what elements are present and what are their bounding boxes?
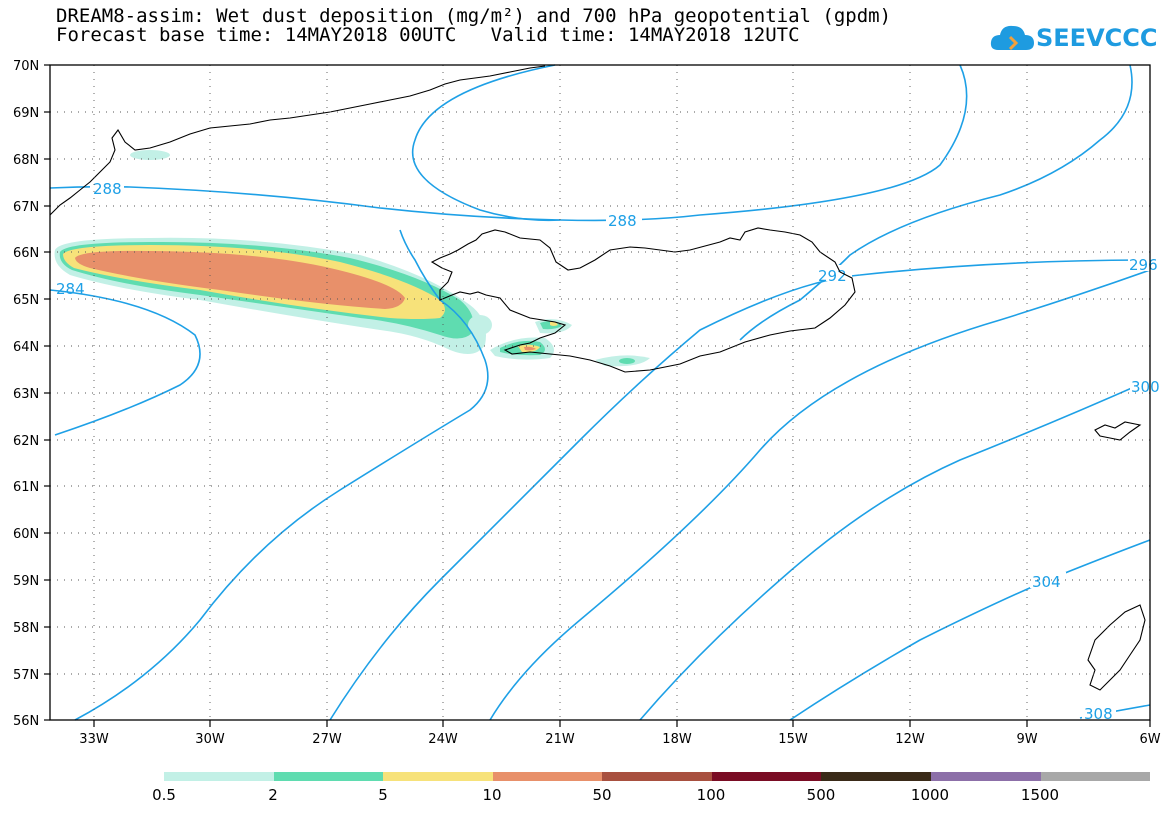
map-title: DREAM8-assim: Wet dust deposition (mg/m²… bbox=[56, 5, 892, 27]
lat-label: 69N bbox=[13, 106, 39, 121]
lat-label: 60N bbox=[13, 527, 39, 542]
contour-label: 304 bbox=[1032, 573, 1061, 591]
contour-label: 300 bbox=[1131, 378, 1160, 396]
legend-label: 500 bbox=[806, 786, 836, 804]
lat-label: 56N bbox=[13, 714, 39, 729]
legend-swatch bbox=[711, 772, 822, 781]
lon-label: 24W bbox=[428, 732, 458, 747]
lon-label: 15W bbox=[778, 732, 808, 747]
lon-label: 21W bbox=[545, 732, 575, 747]
lat-label: 65N bbox=[13, 293, 39, 308]
latitude-labels: 70N 69N 68N 67N 66N 65N 64N 63N 62N 61N … bbox=[13, 59, 39, 729]
scotland-coast bbox=[1087, 604, 1146, 691]
legend-swatch bbox=[273, 772, 384, 781]
contour-labels: 288 288 292 296 300 304 308 284 bbox=[56, 180, 1160, 723]
lat-label: 58N bbox=[13, 621, 39, 636]
lat-label: 59N bbox=[13, 574, 39, 589]
map-subtitle: Forecast base time: 14MAY2018 00UTC Vali… bbox=[56, 24, 800, 46]
lat-label: 62N bbox=[13, 434, 39, 449]
legend-swatch bbox=[383, 772, 493, 781]
faroe-coast bbox=[1094, 421, 1142, 441]
lat-label: 70N bbox=[13, 59, 39, 74]
legend-label: 5 bbox=[378, 786, 388, 804]
lon-label: 18W bbox=[662, 732, 692, 747]
map-frame bbox=[49, 64, 1151, 721]
dust-deposition-field bbox=[54, 150, 650, 367]
contour-label: 296 bbox=[1129, 256, 1158, 274]
contour-label: 292 bbox=[818, 267, 847, 285]
lat-label: 67N bbox=[13, 200, 39, 215]
legend-swatch bbox=[930, 772, 1041, 781]
contour-label: 288 bbox=[608, 212, 637, 230]
cloud-icon bbox=[990, 25, 1034, 51]
lat-label: 63N bbox=[13, 387, 39, 402]
coastlines bbox=[49, 65, 1146, 691]
legend-label: 1500 bbox=[1020, 786, 1060, 804]
logo-text: SEEVCCC bbox=[1036, 24, 1158, 52]
axis-ticks bbox=[44, 64, 1151, 727]
lat-label: 64N bbox=[13, 340, 39, 355]
greenland-coast bbox=[49, 65, 546, 216]
legend-swatch bbox=[602, 772, 712, 781]
legend-swatch bbox=[492, 772, 603, 781]
graticule bbox=[50, 65, 1150, 720]
legend-swatch bbox=[164, 772, 274, 781]
longitude-labels: 33W 30W 27W 24W 21W 18W 15W 12W 9W 6W bbox=[79, 732, 1160, 747]
lon-label: 9W bbox=[1016, 732, 1037, 747]
lon-label: 27W bbox=[312, 732, 342, 747]
lon-label: 12W bbox=[895, 732, 925, 747]
legend-swatch bbox=[821, 772, 931, 781]
lat-label: 68N bbox=[13, 153, 39, 168]
lat-label: 66N bbox=[13, 246, 39, 261]
seevccc-logo: SEEVCCC bbox=[990, 20, 1158, 56]
contour-label: 284 bbox=[56, 280, 85, 298]
legend-label: 10 bbox=[482, 786, 502, 804]
legend-label: 1000 bbox=[910, 786, 950, 804]
lon-label: 30W bbox=[195, 732, 225, 747]
color-legend bbox=[164, 772, 1151, 781]
geopotential-contours bbox=[49, 64, 1151, 721]
lon-label: 33W bbox=[79, 732, 109, 747]
legend-label: 100 bbox=[696, 786, 726, 804]
legend-swatch bbox=[1040, 772, 1151, 781]
legend-label: 0.5 bbox=[152, 786, 176, 804]
legend-label: 50 bbox=[592, 786, 612, 804]
lat-label: 57N bbox=[13, 668, 39, 683]
lon-label: 6W bbox=[1139, 732, 1160, 747]
contour-label: 308 bbox=[1084, 705, 1113, 723]
legend-label: 2 bbox=[268, 786, 278, 804]
contour-label: 288 bbox=[93, 180, 122, 198]
lat-label: 61N bbox=[13, 480, 39, 495]
